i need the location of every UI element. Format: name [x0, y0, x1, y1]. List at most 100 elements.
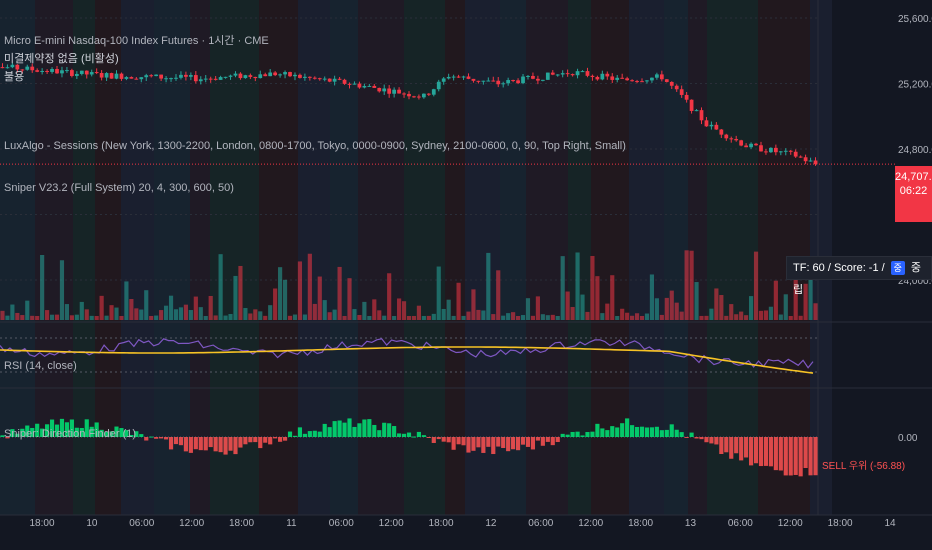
- candle-body: [10, 64, 15, 68]
- volume-bar: [456, 282, 461, 320]
- direction-bar: [506, 437, 511, 452]
- candle-body: [426, 93, 431, 95]
- candle-body: [164, 78, 168, 80]
- candle-body: [55, 69, 59, 74]
- candle-body: [109, 73, 114, 79]
- direction-bar: [525, 437, 531, 447]
- direction-bar: [109, 431, 114, 437]
- direction-bar: [753, 437, 759, 464]
- volume-bar: [758, 310, 764, 320]
- direction-bar: [748, 437, 754, 466]
- price-tick-label: 25,600.00: [898, 14, 932, 25]
- volume-bar: [734, 314, 739, 320]
- session-band: [500, 0, 526, 515]
- candle-body: [531, 75, 535, 79]
- volume-bar: [253, 309, 258, 320]
- volume-bar: [198, 307, 203, 320]
- direction-indicator-label[interactable]: Sniper: Direction Finder (1): [4, 428, 137, 440]
- candle-body: [491, 80, 496, 82]
- candle-body: [793, 151, 798, 157]
- volume-bar: [748, 296, 754, 320]
- candle-body: [193, 75, 198, 82]
- direction-bar: [625, 418, 630, 437]
- volume-bar: [218, 254, 223, 320]
- direction-bar: [54, 424, 60, 437]
- volume-bar: [387, 273, 392, 320]
- direction-bar: [734, 437, 739, 454]
- direction-bar: [218, 437, 223, 453]
- volume-bar: [154, 315, 159, 320]
- volume-bar: [30, 315, 35, 320]
- candle-body: [655, 74, 659, 78]
- volume-bar: [268, 305, 273, 320]
- time-tick-label: 18:00: [29, 518, 54, 529]
- candle-body: [456, 76, 461, 78]
- candle-body: [481, 80, 486, 82]
- volume-bar: [431, 313, 436, 320]
- sessions-indicator-label[interactable]: LuxAlgo - Sessions (New York, 1300-2200,…: [4, 140, 626, 152]
- candle-body: [421, 93, 426, 98]
- volume-bar: [768, 306, 773, 320]
- time-tick-label: 06:00: [728, 518, 753, 529]
- candle-body: [739, 140, 744, 146]
- direction-bar: [362, 419, 367, 437]
- candle-body: [466, 76, 471, 79]
- volume-bar: [297, 261, 303, 320]
- candle-body: [605, 73, 610, 77]
- candle-body: [397, 89, 401, 94]
- volume-bar: [669, 290, 674, 320]
- direction-bar: [461, 437, 466, 446]
- candle-body: [114, 73, 119, 79]
- session-band: [121, 0, 154, 515]
- candle-body: [580, 71, 585, 73]
- candle-body: [689, 99, 694, 111]
- volume-bar: [763, 310, 769, 320]
- direction-bar: [714, 437, 719, 445]
- volume-bar: [263, 315, 268, 320]
- volume-bar: [94, 315, 99, 320]
- candle-body: [600, 73, 605, 80]
- volume-bar: [506, 313, 511, 320]
- sniper-indicator-label[interactable]: Sniper V23.2 (Full System) 20, 4, 300, 6…: [4, 182, 234, 194]
- candle-body: [303, 76, 307, 78]
- direction-bar: [387, 423, 392, 437]
- volume-bar: [515, 316, 521, 320]
- volume-bar: [193, 296, 198, 320]
- candle-body: [783, 150, 788, 152]
- volume-bar: [15, 312, 20, 320]
- volume-bar: [744, 315, 749, 320]
- candle-body: [610, 76, 615, 80]
- session-band: [73, 0, 95, 515]
- volume-bar: [610, 275, 615, 320]
- volume-bar: [540, 314, 545, 320]
- direction-bar: [639, 426, 645, 437]
- candle-body: [268, 72, 273, 77]
- volume-bar: [729, 304, 734, 320]
- status-label: 불용: [4, 71, 25, 83]
- direction-bar: [322, 423, 327, 437]
- rsi-ma-line: [0, 346, 814, 374]
- candle-body: [213, 78, 218, 80]
- symbol-title[interactable]: Micro E-mini Nasdaq-100 Index Futures · …: [4, 35, 269, 47]
- candle-body: [15, 64, 20, 70]
- direction-bar: [173, 437, 179, 445]
- candle-body: [555, 74, 560, 76]
- rsi-indicator-label[interactable]: RSI (14, close): [4, 360, 77, 372]
- candle-body: [159, 74, 163, 79]
- direction-bar: [198, 437, 203, 451]
- direction-bar: [268, 437, 273, 445]
- direction-bar: [0, 435, 5, 437]
- direction-bar: [788, 437, 793, 476]
- direction-bar: [193, 437, 198, 450]
- candle-body: [134, 78, 139, 80]
- direction-bar: [307, 431, 312, 437]
- direction-bar: [178, 437, 184, 446]
- volume-bar: [496, 270, 501, 320]
- direction-bar: [530, 437, 536, 450]
- volume-bar: [357, 314, 362, 320]
- direction-bar: [357, 423, 362, 437]
- candle-body: [382, 88, 387, 92]
- volume-bar: [372, 299, 377, 320]
